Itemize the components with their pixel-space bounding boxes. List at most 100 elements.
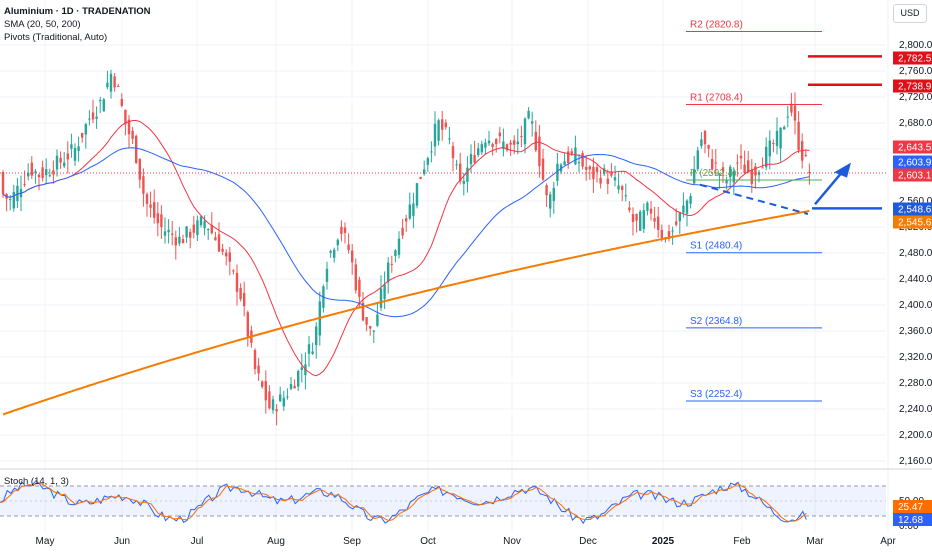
- candle-body: [300, 367, 303, 371]
- candle-body: [361, 302, 365, 321]
- candle-body: [9, 199, 12, 201]
- stoch-d-value: 25.47: [898, 502, 923, 513]
- candle-body: [253, 350, 257, 369]
- candle-body: [725, 179, 728, 184]
- candle-body: [642, 210, 645, 229]
- sma-200-line: [2, 209, 810, 416]
- candle-body: [127, 119, 131, 135]
- candle-body: [581, 153, 584, 167]
- candle-body: [365, 317, 368, 325]
- price-tick-label: 2,320.0: [899, 352, 932, 363]
- candle-body: [81, 132, 84, 138]
- sma-20-line: [2, 120, 810, 377]
- candle-body: [415, 183, 419, 206]
- candle-body: [376, 314, 379, 326]
- currency-button[interactable]: USD: [893, 4, 927, 23]
- candle-body: [142, 176, 145, 194]
- indicator-pivots-label[interactable]: Pivots (Traditional, Auto): [4, 32, 108, 43]
- candle-body: [135, 135, 138, 163]
- candle-body: [239, 287, 242, 300]
- indicator-sma-label[interactable]: SMA (20, 50, 200): [4, 19, 81, 30]
- price-tick-label: 2,680.0: [899, 118, 932, 129]
- candle-body: [631, 214, 635, 223]
- candle-body: [610, 173, 613, 176]
- candle-body: [77, 146, 80, 151]
- stoch-k-marker-box: [893, 513, 932, 526]
- candle-body: [59, 157, 62, 163]
- candle-body: [189, 231, 192, 238]
- pivot-label: S2 (2364.8): [690, 316, 742, 327]
- price-marker-label: 2,738.9: [898, 82, 932, 93]
- candle-body: [743, 164, 746, 174]
- candle-body: [599, 177, 602, 184]
- candle-body: [343, 227, 347, 233]
- candle-body: [354, 264, 357, 291]
- pivot-label: R2 (2820.8): [690, 19, 743, 30]
- candle-body: [34, 171, 37, 173]
- stoch-d-marker-box: [893, 500, 932, 513]
- price-tick-label: 2,440.0: [899, 274, 932, 285]
- candle-body: [109, 73, 113, 92]
- candle-body: [84, 124, 87, 135]
- candle-body: [646, 202, 649, 211]
- candle-body: [574, 147, 577, 165]
- candle-body: [419, 176, 422, 179]
- candle-body: [552, 188, 555, 201]
- price-marker-box: [893, 51, 932, 65]
- candle-body: [714, 162, 717, 164]
- time-tick-label: 2025: [652, 536, 675, 547]
- candle-body: [387, 262, 390, 283]
- candle-body: [372, 330, 375, 332]
- candle-body: [88, 118, 91, 120]
- candle-body: [433, 123, 437, 147]
- price-marker-box: [893, 79, 932, 93]
- pivot-label: S3 (2252.4): [690, 389, 742, 400]
- candle-body: [613, 177, 617, 181]
- candle-body: [793, 105, 797, 121]
- candle-body: [649, 208, 653, 214]
- candle-body: [577, 162, 581, 164]
- candle-body: [657, 216, 660, 230]
- candle-body: [138, 158, 141, 180]
- candle-body: [12, 191, 15, 209]
- candle-body: [606, 178, 609, 184]
- candle-body: [124, 109, 127, 125]
- candle-body: [635, 213, 638, 221]
- candle-body: [585, 166, 588, 170]
- candle-body: [653, 217, 656, 222]
- candle-body: [718, 174, 721, 176]
- stoch-tick-label: 0.00: [899, 521, 919, 532]
- candle-body: [747, 160, 750, 173]
- candle-body: [235, 272, 239, 292]
- price-marker-label: 2,545.6: [898, 218, 932, 229]
- candle-body: [282, 397, 285, 407]
- candle-body: [55, 155, 59, 170]
- trend-dashed-line: [699, 183, 809, 215]
- candle-body: [775, 130, 779, 146]
- candle-body: [441, 119, 444, 130]
- candle-body: [545, 185, 548, 196]
- candle-body: [538, 136, 541, 167]
- candle-body: [217, 234, 221, 252]
- candle-body: [469, 154, 473, 165]
- time-tick-label: Jul: [191, 536, 204, 547]
- candle-body: [167, 229, 170, 233]
- candle-body: [678, 212, 681, 222]
- pivot-label: P (2592.4): [690, 168, 737, 179]
- candle-body: [480, 144, 483, 153]
- stoch-title[interactable]: Stoch (14, 1, 3): [4, 476, 69, 487]
- candle-body: [484, 142, 487, 148]
- stoch-band: [0, 486, 886, 516]
- candle-body: [729, 166, 732, 178]
- candle-body: [412, 203, 415, 216]
- candle-body: [570, 151, 573, 154]
- candle-body: [156, 213, 159, 224]
- candle-body: [315, 326, 318, 346]
- candle-body: [621, 186, 624, 190]
- price-tick-label: 2,360.0: [899, 326, 932, 337]
- candle-body: [534, 131, 537, 151]
- candle-body: [23, 184, 26, 186]
- candle-body: [617, 185, 620, 190]
- candle-body: [333, 249, 336, 258]
